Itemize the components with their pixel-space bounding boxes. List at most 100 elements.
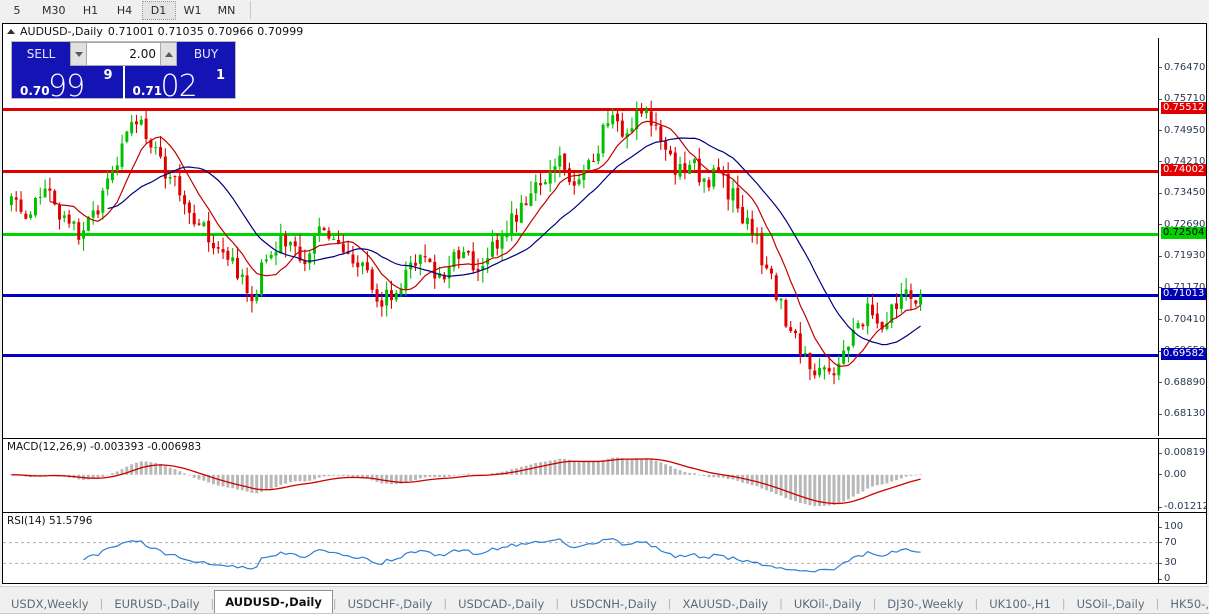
price-tick-label: 0.68130: [1158, 408, 1206, 420]
timeframe-button-mn[interactable]: MN: [217, 3, 236, 17]
macd-tick-label: 0.00: [1158, 468, 1187, 480]
price-y-axis[interactable]: 0.76470 0.75710 0.74950 0.74210 0.73450 0.726…: [1158, 38, 1206, 436]
tab-separator: |: [779, 597, 783, 610]
sell-button[interactable]: SELL: [12, 42, 70, 66]
ma-slow-line: [107, 137, 921, 346]
chart-tab-xauusddaily[interactable]: XAUUSD-,Daily: [682, 596, 769, 611]
timeframe-button-m30[interactable]: M30: [42, 3, 66, 17]
price-tick-label: 0.71930: [1158, 250, 1206, 262]
price-tick-label: 0.71170: [1158, 281, 1206, 293]
tab-separator: |: [872, 597, 877, 610]
tab-separator: |: [332, 597, 337, 610]
timeframe-button-d1[interactable]: D1: [141, 0, 176, 20]
price-level-line-resistance[interactable]: [3, 107, 1158, 111]
volume-stepper[interactable]: 2.00: [70, 42, 177, 66]
price-marker-resistance[interactable]: 0.75512: [1161, 101, 1206, 114]
macd-pane[interactable]: MACD(12,26,9) -0.003393 -0.006983 0.0081…: [3, 438, 1206, 511]
chart-tabs-bar[interactable]: USDX,Weekly | EURUSD-,Daily | AUDUSD-,Daily |…: [0, 586, 1209, 614]
collapse-triangle-icon[interactable]: [7, 28, 15, 34]
rsi-series: [3, 538, 1158, 573]
tab-separator: |: [1061, 597, 1066, 610]
price-level-line-support[interactable]: [3, 353, 1158, 357]
price-level-line-pivot[interactable]: [3, 232, 1158, 236]
candlestick-series: [9, 100, 923, 385]
price-plot-area[interactable]: [3, 38, 1158, 436]
tab-separator: |: [99, 597, 104, 610]
rsi-label: RSI(14) 51.5796: [7, 515, 93, 527]
chart-tab-uk100h1[interactable]: UK100-,H1: [989, 596, 1051, 611]
trade-panel-prices-row: 0.70 99 9 0.71 02 1: [12, 66, 235, 100]
timeframe-button-h1[interactable]: H1: [82, 3, 99, 17]
tab-separator: |: [667, 597, 672, 610]
one-click-trade-panel[interactable]: SELL 2.00 BUY 0.70 99 9 0.71 02 1: [11, 41, 236, 100]
rsi-tick-label: 70: [1159, 536, 1177, 548]
macd-plot-area[interactable]: [3, 439, 1158, 511]
timeframe-button-w1[interactable]: W1: [183, 3, 202, 17]
buy-price-fraction: 1: [215, 68, 225, 83]
rsi-plot-area[interactable]: [3, 513, 1158, 583]
chart-title-row: AUDUSD-,Daily 0.71001 0.71035 0.70966 0.…: [3, 24, 1206, 38]
chart-tab-usdxweekly[interactable]: USDX,Weekly: [11, 596, 89, 611]
tab-separator: |: [210, 597, 215, 610]
macd-tick-label: 0.008197: [1159, 447, 1206, 458]
chart-tab-usdcnhdaily[interactable]: USDCNH-,Daily: [570, 596, 657, 611]
buy-price-main: 02: [160, 69, 198, 100]
sell-price-fraction: 9: [103, 68, 113, 83]
price-marker-pivot[interactable]: 0.72504: [1161, 226, 1206, 239]
timeframe-button-h4[interactable]: H4: [116, 3, 133, 17]
chart-tab-eurusddaily[interactable]: EURUSD-,Daily: [114, 596, 200, 611]
chart-tab-dj30weekly[interactable]: DJ30-,Weekly: [887, 596, 964, 611]
price-tick-label: 0.76470: [1158, 61, 1206, 73]
price-level-line-current[interactable]: [3, 294, 1158, 298]
price-tick-label: 0.75710: [1158, 93, 1206, 105]
buy-price-display[interactable]: 0.71 02 1: [122, 66, 236, 100]
chart-tab-ukoildaily[interactable]: UKOil-,Daily: [793, 596, 862, 611]
price-tick-label: 0.74210: [1158, 155, 1206, 167]
timeframe-toolbar: 5 M30 H1 H4 D1 W1 MN: [0, 0, 1209, 20]
tab-separator: |: [555, 597, 560, 610]
chart-tab-usdcaddaily[interactable]: USDCAD-,Daily: [458, 596, 545, 611]
chart-tab-hk50i[interactable]: HK50-,I: [1170, 596, 1209, 611]
volume-decrease-icon[interactable]: [70, 42, 87, 66]
ma-fast-line: [49, 120, 921, 368]
timeframe-button-5[interactable]: 5: [13, 3, 21, 17]
tab-separator: |: [1155, 597, 1160, 610]
buy-price-prefix: 0.71: [132, 84, 163, 98]
sell-price-display[interactable]: 0.70 99 9: [12, 66, 123, 100]
tab-separator: |: [974, 597, 979, 610]
price-marker-resistance[interactable]: 0.74002: [1161, 164, 1206, 177]
price-pane[interactable]: 0.76470 0.75710 0.74950 0.74210 0.73450 0.726…: [3, 38, 1206, 436]
rsi-tick-label: 0: [1158, 573, 1171, 583]
chart-symbol-label: AUDUSD-,Daily: [20, 24, 103, 38]
trade-panel-top-row: SELL 2.00 BUY: [12, 42, 235, 66]
macd-tick-label: -0.012121: [1158, 501, 1206, 511]
price-tick-label: 0.74950: [1158, 124, 1206, 136]
chart-tab-usoildaily[interactable]: USOil-,Daily: [1076, 596, 1145, 611]
chart-ohlc-values: 0.71001 0.71035 0.70966 0.70999: [107, 24, 304, 38]
sell-price-main: 99: [48, 69, 85, 100]
macd-signal-line: [11, 458, 921, 505]
chart-tab-usdchfdaily[interactable]: USDCHF-,Daily: [347, 596, 433, 611]
rsi-tick-label: 100: [1158, 521, 1184, 532]
macd-label: MACD(12,26,9) -0.003393 -0.006983: [7, 441, 202, 453]
macd-y-axis[interactable]: 0.008197 0.00 -0.012121: [1158, 439, 1206, 511]
price-tick-label: 0.73450: [1158, 187, 1206, 199]
chart-tab-audusddaily[interactable]: AUDUSD-,Daily: [214, 590, 333, 614]
price-level-line-resistance[interactable]: [3, 170, 1158, 174]
volume-input[interactable]: 2.00: [87, 42, 160, 66]
volume-increase-icon[interactable]: [160, 42, 177, 66]
rsi-pane[interactable]: RSI(14) 51.5796 100 70 30 0: [3, 512, 1206, 583]
macd-series: [9, 457, 923, 507]
rsi-tick-label: 30: [1159, 557, 1177, 569]
rsi-line: [83, 538, 921, 573]
buy-button[interactable]: BUY: [177, 42, 235, 66]
price-marker-current[interactable]: 0.71013: [1161, 288, 1206, 301]
price-tick-label: 0.72690: [1158, 218, 1206, 230]
price-marker-support[interactable]: 0.69582: [1161, 347, 1206, 360]
toolbar-divider: [249, 1, 251, 19]
tab-separator: |: [443, 597, 448, 610]
price-tick-label: 0.70410: [1158, 313, 1206, 325]
chart-window: AUDUSD-,Daily 0.71001 0.71035 0.70966 0.…: [2, 23, 1207, 603]
rsi-y-axis[interactable]: 100 70 30 0: [1158, 513, 1206, 583]
